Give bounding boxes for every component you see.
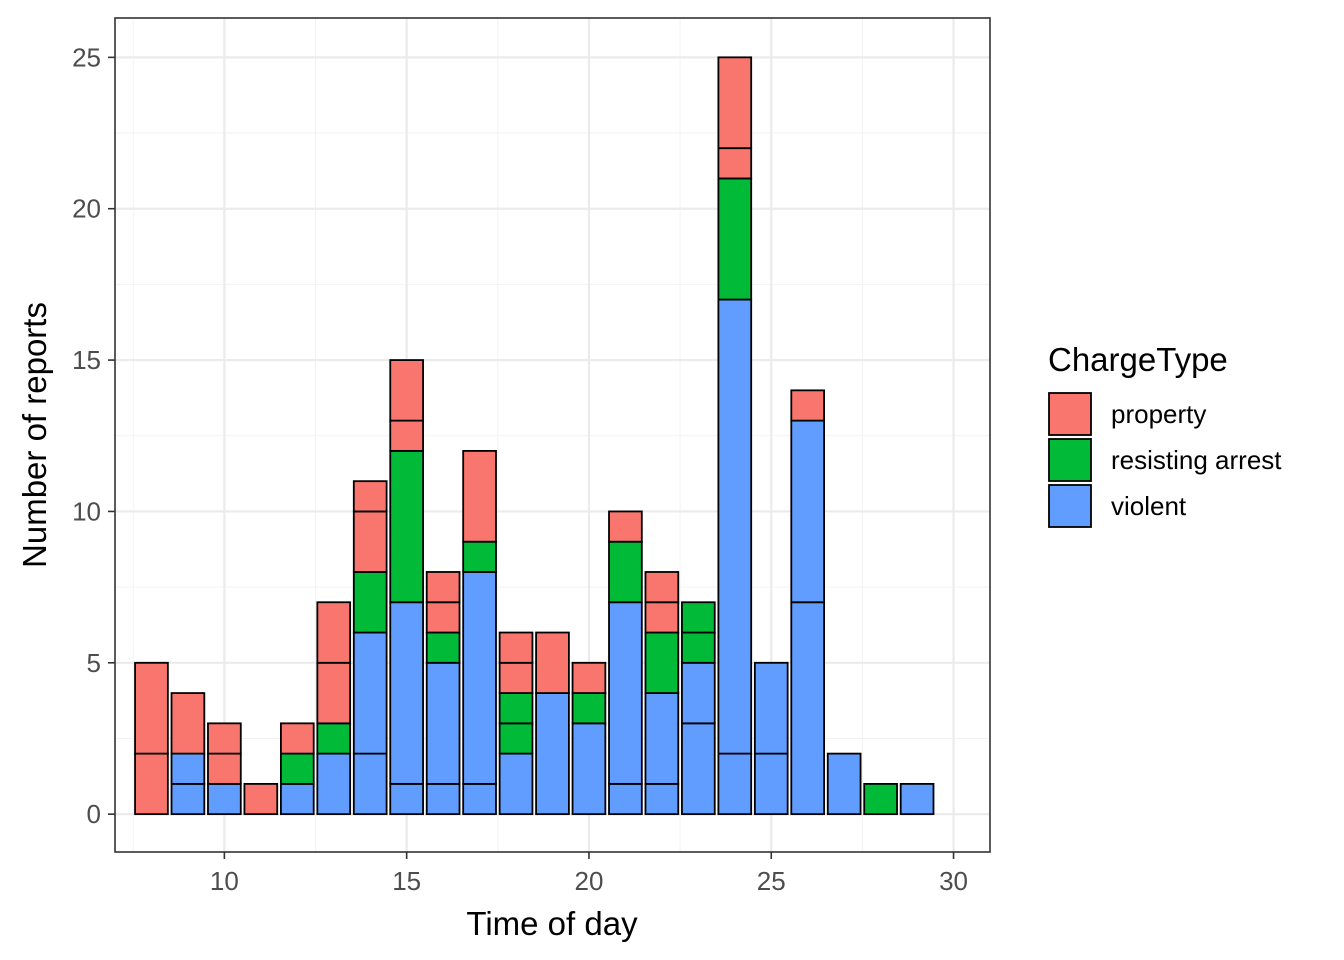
bar-segment-violent [790, 419, 826, 604]
bar-segment-violent [425, 782, 461, 816]
bar-segment-violent [717, 298, 753, 755]
y-tick-label: 0 [87, 799, 101, 829]
bar-segment-violent [170, 752, 206, 785]
legend: ChargeType property resisting arrest viole… [1048, 341, 1282, 528]
bar-segment-property [790, 389, 826, 422]
bar-segment-violent [425, 661, 461, 785]
bar-segment-violent [279, 782, 315, 816]
legend-label: property [1111, 399, 1206, 429]
y-axis-title: Number of reports [16, 302, 53, 568]
bar-segment-property [243, 782, 279, 816]
bar-segment-property [462, 449, 497, 543]
bar-segment-property [425, 601, 461, 634]
bar-segment-property [134, 661, 169, 755]
bar-segment-property [571, 661, 607, 694]
x-axis-title: Time of day [466, 905, 638, 942]
legend-title: ChargeType [1048, 341, 1228, 378]
x-axis: 10 15 20 25 30 [210, 852, 968, 896]
bar-segment-violent [316, 752, 352, 816]
bar-segment-resisting-arrest [425, 631, 461, 664]
bar-segment-property [717, 147, 753, 180]
x-tick-label: 30 [939, 866, 968, 896]
bar-segment-property [535, 631, 570, 694]
y-axis: 0 5 10 15 20 25 [72, 42, 115, 829]
bar-segment-violent [498, 752, 534, 816]
bar-segment-property [717, 56, 753, 150]
bar-segment-property [279, 722, 315, 755]
bar-segment-violent [826, 752, 862, 816]
legend-key-violent [1048, 484, 1092, 528]
bar-segment-resisting-arrest [316, 722, 352, 755]
bar-segment-resisting-arrest [462, 540, 497, 573]
bar-segment-resisting-arrest [352, 571, 388, 634]
bar-segment-resisting-arrest [681, 631, 716, 664]
bar-segment-property [644, 601, 680, 634]
y-tick-label: 25 [72, 42, 101, 72]
bar-segment-resisting-arrest [571, 692, 607, 725]
bar-segment-violent [389, 782, 424, 816]
bar-segment-resisting-arrest [498, 692, 534, 725]
bar-segment-violent [571, 722, 607, 816]
bar-segment-violent [681, 661, 716, 725]
bar-segment-property [425, 571, 461, 604]
bar-segment-property [498, 661, 534, 694]
bar-segment-violent [608, 782, 643, 816]
legend-label: violent [1111, 491, 1187, 521]
bar-segment-resisting-arrest [389, 449, 424, 604]
bar-segment-violent [753, 752, 789, 816]
bar-segment-violent [352, 752, 388, 816]
legend-key-resisting-arrest [1048, 438, 1092, 482]
bar-segment-property [207, 752, 242, 785]
legend-label: resisting arrest [1111, 445, 1282, 475]
legend-key-property [1048, 392, 1092, 436]
bar-segment-violent [352, 631, 388, 755]
bar-segment-violent [899, 782, 935, 816]
bar-segment-violent [170, 782, 206, 816]
bar-segment-property [498, 631, 534, 664]
bar-segment-property [170, 692, 206, 755]
y-tick-label: 5 [87, 648, 101, 678]
x-tick-label: 25 [757, 866, 786, 896]
bar-segment-property [207, 722, 242, 755]
bar-segment-property [389, 419, 424, 452]
x-tick-label: 20 [574, 866, 603, 896]
bar-segment-violent [717, 752, 753, 816]
bar-segment-property [316, 661, 352, 725]
bar-segment-resisting-arrest [279, 752, 315, 785]
y-tick-label: 20 [72, 194, 101, 224]
bar-segment-violent [681, 722, 716, 816]
bar-segment-violent [790, 601, 826, 816]
bar-segment-property [134, 752, 169, 816]
bar-segment-violent [753, 661, 789, 755]
x-tick-label: 15 [392, 866, 421, 896]
bar-segment-property [644, 571, 680, 604]
bar-segment-violent [535, 692, 570, 816]
bar-segment-resisting-arrest [863, 782, 898, 816]
bar-segment-violent [207, 782, 242, 816]
bar-segment-violent [644, 782, 680, 816]
bar-segment-property [352, 480, 388, 513]
bars-layer [134, 56, 935, 816]
bar-segment-property [316, 601, 352, 664]
bar-segment-violent [462, 571, 497, 785]
plot-panel-border [114, 17, 991, 853]
y-tick-label: 10 [72, 496, 101, 526]
bar-segment-property [389, 359, 424, 422]
bar-segment-property [352, 510, 388, 573]
bar-segment-violent [389, 601, 424, 785]
bar-segment-violent [608, 601, 643, 785]
bar-segment-resisting-arrest [644, 631, 680, 694]
bar-segment-resisting-arrest [608, 540, 643, 604]
bar-segment-violent [462, 782, 497, 816]
bar-segment-violent [644, 692, 680, 785]
bar-segment-resisting-arrest [681, 601, 716, 634]
y-tick-label: 15 [72, 345, 101, 375]
bar-segment-resisting-arrest [717, 177, 753, 301]
x-tick-label: 10 [210, 866, 239, 896]
bar-segment-resisting-arrest [498, 722, 534, 755]
bar-segment-property [608, 510, 643, 543]
